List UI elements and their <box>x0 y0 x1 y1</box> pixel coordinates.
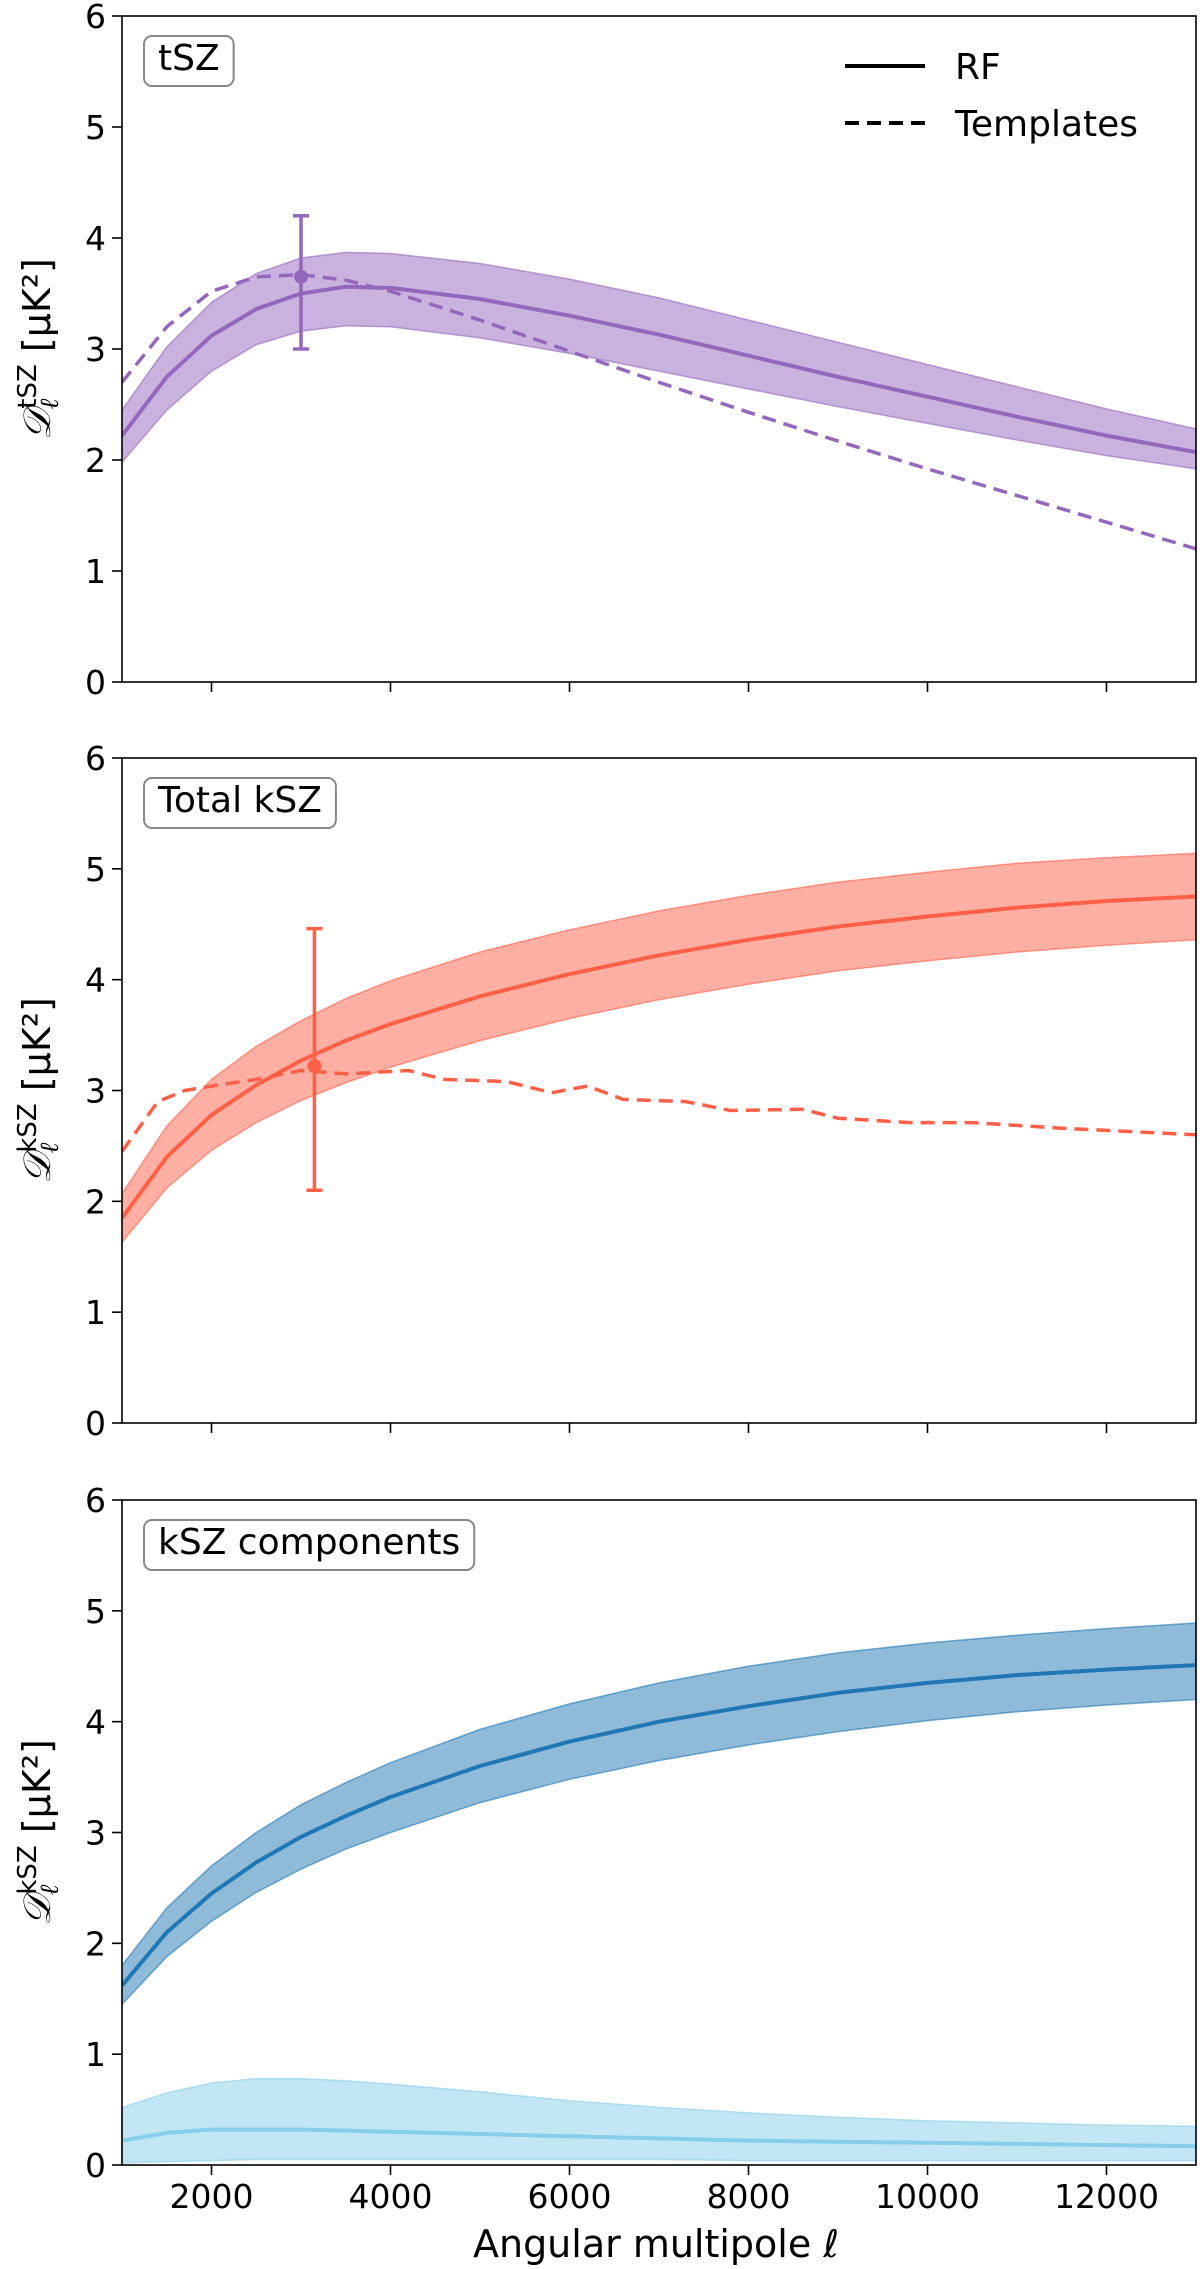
legend: RF Templates <box>845 47 1138 145</box>
y-tick-label: 3 <box>85 1072 106 1111</box>
series-line-1 <box>122 284 1196 455</box>
y-tick-label: 4 <box>85 1703 106 1742</box>
panel-label-box <box>143 777 337 829</box>
uncertainty-band-1 <box>122 1622 1196 2006</box>
x-tick-label: 4000 <box>349 2177 433 2216</box>
series-line-1 <box>122 894 1196 1220</box>
y-tick-label: 0 <box>85 663 106 702</box>
y-tick-label: 6 <box>85 0 106 36</box>
y-axis-label-subscript: ℓ <box>35 1884 65 1895</box>
panel-label: tSZ <box>143 35 235 87</box>
x-tick-label: 10000 <box>875 2177 980 2216</box>
chart-panel-3: 0 1 2 3 4 5 6 2000 4000 6000 8000 10000 12000 𝒟ℓkSZ [… <box>13 1481 1197 2216</box>
y-tick-label: 4 <box>85 961 106 1000</box>
y-tick-label: 1 <box>85 552 106 591</box>
y-tick-label: 1 <box>85 2035 106 2074</box>
y-axis-label-subscript: ℓ <box>35 1142 65 1153</box>
error-bar <box>293 214 309 351</box>
x-tick-label: 2000 <box>170 2177 254 2216</box>
panel-label-text: kSZ components <box>158 1522 460 1563</box>
error-bar <box>306 926 323 1192</box>
data-layer <box>122 852 1196 1244</box>
y-axis-label: 𝒟ℓkSZ [μK²] <box>13 997 65 1184</box>
x-axis-label: Angular multipole ℓ <box>473 2222 839 2266</box>
y-tick-label: 2 <box>85 1924 106 1963</box>
y-tick-label: 6 <box>85 739 106 778</box>
chart-panel-2: 0 1 2 3 4 5 6 𝒟ℓkSZ [μK²] Total kSZ <box>13 739 1197 1443</box>
y-axis-label-subscript: ℓ <box>35 399 65 410</box>
y-tick-label: 2 <box>85 1182 106 1221</box>
y-tick-label: 2 <box>85 441 106 480</box>
data-layer <box>122 251 1196 551</box>
y-axis-label: 𝒟ℓtSZ [μK²] <box>13 258 65 440</box>
y-axis-label-superscript: kSZ <box>13 1103 43 1152</box>
series-line-2 <box>122 2127 1196 2149</box>
x-tick-label: 12000 <box>1054 2177 1159 2216</box>
y-tick-label: 0 <box>85 1404 106 1443</box>
y-tick-label: 5 <box>85 108 106 147</box>
y-axis-label: 𝒟ℓkSZ [μK²] <box>13 1739 65 1926</box>
y-tick-label: 5 <box>85 850 106 889</box>
legend-label-2: Templates <box>954 104 1138 145</box>
y-tick-label: 0 <box>85 2146 106 2185</box>
x-tick-label: 6000 <box>528 2177 612 2216</box>
y-axis-label-superscript: kSZ <box>13 1845 43 1894</box>
series-line-2 <box>122 1068 1196 1153</box>
y-tick-label: 5 <box>85 1592 106 1631</box>
panel-label-text: Total kSZ <box>157 780 322 821</box>
panel-label: kSZ components <box>143 1519 476 1571</box>
y-axis-label-unit: [μK²] <box>15 1739 59 1845</box>
y-tick-label: 1 <box>85 1293 106 1332</box>
y-tick-label: 3 <box>85 330 106 369</box>
data-layer <box>122 1622 1196 2164</box>
error-bar-point <box>294 269 308 284</box>
panel-label-box <box>143 1519 476 1571</box>
legend-label-1: RF <box>955 47 1001 88</box>
uncertainty-band-1 <box>122 852 1196 1244</box>
y-axis-label-unit: [μK²] <box>15 258 59 364</box>
y-tick-label: 4 <box>85 219 106 258</box>
series-line-2 <box>122 272 1196 551</box>
y-tick-label: 6 <box>85 1481 106 1520</box>
y-tick-label: 3 <box>85 1814 106 1853</box>
series-line-1 <box>122 1663 1196 1987</box>
panel-label-text: tSZ <box>158 38 220 79</box>
panel-label: Total kSZ <box>143 777 337 829</box>
error-bar-point <box>307 1059 322 1074</box>
uncertainty-band-1 <box>122 251 1196 470</box>
y-axis-label-superscript: tSZ <box>13 364 43 409</box>
uncertainty-band-2 <box>122 2077 1196 2164</box>
x-tick-label: 8000 <box>707 2177 791 2216</box>
panel-label-box <box>143 35 235 87</box>
y-axis-label-unit: [μK²] <box>15 997 59 1103</box>
